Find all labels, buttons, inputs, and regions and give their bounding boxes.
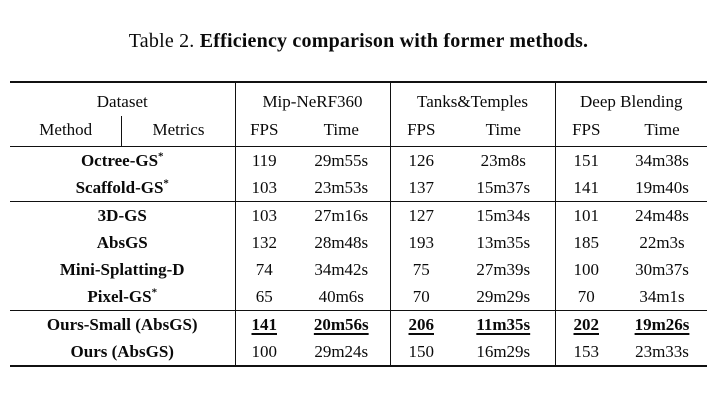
method-name: Ours (AbsGS) (10, 338, 235, 366)
table-caption: Table 2. Efficiency comparison with form… (0, 0, 717, 53)
table-row-octree-gs: Octree-GS* 119 29m55s 126 23m8s 151 34m3… (10, 146, 707, 175)
fps-cell: 103 (234, 201, 293, 229)
method-label: Pixel-GS (87, 286, 152, 306)
table-row-ours-small: Ours-Small (AbsGS) 141 20m56s 206 11m35s… (10, 310, 707, 339)
caption-text: Efficiency comparison with former method… (199, 30, 589, 52)
method-name: Scaffold-GS* (9, 174, 235, 202)
time-cell: 23m33s (635, 341, 689, 361)
efficiency-table: Dataset Mip-NeRF360 Tanks&Temples Deep B… (9, 81, 708, 367)
method-name: Mini-Splatting-D (10, 256, 235, 283)
fps-cell: 141 (554, 174, 617, 202)
time-cell: 15m34s (476, 205, 531, 225)
fps-cell: 101 (554, 201, 617, 229)
method-asterisk: * (151, 285, 158, 298)
method-name: Pixel-GS* (9, 283, 235, 311)
method-label: Mini-Splatting-D (59, 259, 185, 279)
header-row-groups: Dataset Mip-NeRF360 Tanks&Temples Deep B… (10, 82, 708, 116)
time-cell: 29m24s (314, 341, 369, 361)
header-metrics: Metrics (121, 116, 235, 147)
fps-cell: 70 (389, 283, 452, 311)
time-cell: 22m3s (639, 232, 685, 252)
time-cell: 20m56s (313, 314, 369, 334)
time-cell: 29m29s (452, 283, 555, 311)
fps-cell: 103 (234, 174, 293, 202)
fps-cell: 141 (234, 310, 293, 338)
time-cell: 19m26s (634, 314, 690, 334)
fps-cell: 132 (234, 229, 293, 256)
table-row-scaffold-gs: Scaffold-GS* 103 23m53s 137 15m37s 141 1… (9, 174, 708, 202)
time-cell: 40m6s (293, 283, 390, 311)
fps-cell: 127 (389, 201, 452, 229)
table-row-absgs: AbsGS 132 28m48s 193 13m35s 185 22m3s (10, 229, 707, 256)
method-label: AbsGS (96, 232, 148, 252)
time-cell: 34m1s (617, 283, 708, 311)
header-fps-2: FPS (554, 116, 617, 147)
table-row-3d-gs: 3D-GS 103 27m16s 127 15m34s 101 24m48s (10, 201, 707, 230)
fps-cell: 119 (234, 146, 293, 174)
fps-cell: 70 (554, 283, 617, 311)
fps-cell: 151 (554, 146, 617, 174)
time-cell: 11m35s (476, 314, 531, 334)
fps-cell: 100 (234, 338, 293, 366)
time-cell: 16m29s (476, 341, 531, 361)
method-name: 3D-GS (10, 202, 235, 230)
table-row-mini-splatting-d: Mini-Splatting-D 74 34m42s 75 27m39s 100… (10, 256, 707, 283)
header-group-mipnerf360: Mip-NeRF360 (234, 82, 390, 116)
fps-cell: 153 (554, 338, 617, 366)
method-label: 3D-GS (97, 205, 147, 225)
time-cell: 23m53s (293, 174, 390, 202)
header-time-2: Time (617, 116, 708, 147)
time-cell: 34m38s (635, 150, 689, 170)
fps-cell: 126 (389, 146, 452, 174)
time-cell: 13m35s (476, 232, 531, 252)
fps-cell: 75 (389, 256, 452, 283)
method-name: AbsGS (10, 229, 235, 256)
fps-cell: 193 (389, 229, 452, 256)
time-cell: 23m8s (480, 150, 526, 170)
time-cell: 24m48s (635, 205, 689, 225)
method-asterisk: * (158, 149, 164, 162)
method-name: Octree-GS* (10, 147, 235, 175)
time-cell: 34m42s (314, 259, 369, 279)
time-cell: 30m37s (635, 259, 689, 279)
header-group-deep-blending: Deep Blending (554, 82, 708, 116)
fps-cell: 150 (389, 338, 452, 366)
fps-cell: 65 (234, 283, 293, 311)
fps-cell: 74 (234, 256, 293, 283)
fps-cell: 137 (389, 174, 452, 202)
caption-number: Table 2. (128, 30, 200, 52)
fps-cell: 202 (554, 310, 617, 338)
header-fps-0: FPS (234, 116, 293, 147)
header-row-metrics: Method Metrics FPS Time FPS Time FPS Tim… (9, 116, 708, 147)
header-time-0: Time (293, 116, 390, 147)
header-group-tanks-temples: Tanks&Temples (389, 82, 555, 116)
header-time-1: Time (452, 116, 555, 147)
method-label: Ours (AbsGS) (70, 341, 174, 361)
fps-cell: 185 (554, 229, 617, 256)
time-cell: 27m16s (314, 205, 369, 225)
header-dataset: Dataset (96, 91, 148, 111)
method-label: Octree-GS (80, 150, 159, 170)
table-row-pixel-gs: Pixel-GS* 65 40m6s 70 29m29s 70 34m1s (9, 283, 708, 311)
time-cell: 29m55s (314, 150, 369, 170)
fps-cell: 206 (389, 310, 452, 338)
method-name: Ours-Small (AbsGS) (10, 311, 235, 339)
time-cell: 15m37s (452, 174, 555, 202)
method-label: Scaffold-GS (75, 177, 164, 197)
header-method: Method (9, 116, 122, 147)
time-cell: 27m39s (476, 259, 531, 279)
time-cell: 19m40s (617, 174, 708, 202)
time-cell: 28m48s (314, 232, 369, 252)
fps-cell: 100 (554, 256, 617, 283)
method-asterisk: * (163, 176, 169, 189)
header-fps-1: FPS (389, 116, 452, 147)
method-label: Ours-Small (AbsGS) (46, 314, 198, 334)
table-row-ours: Ours (AbsGS) 100 29m24s 150 16m29s 153 2… (10, 338, 707, 366)
